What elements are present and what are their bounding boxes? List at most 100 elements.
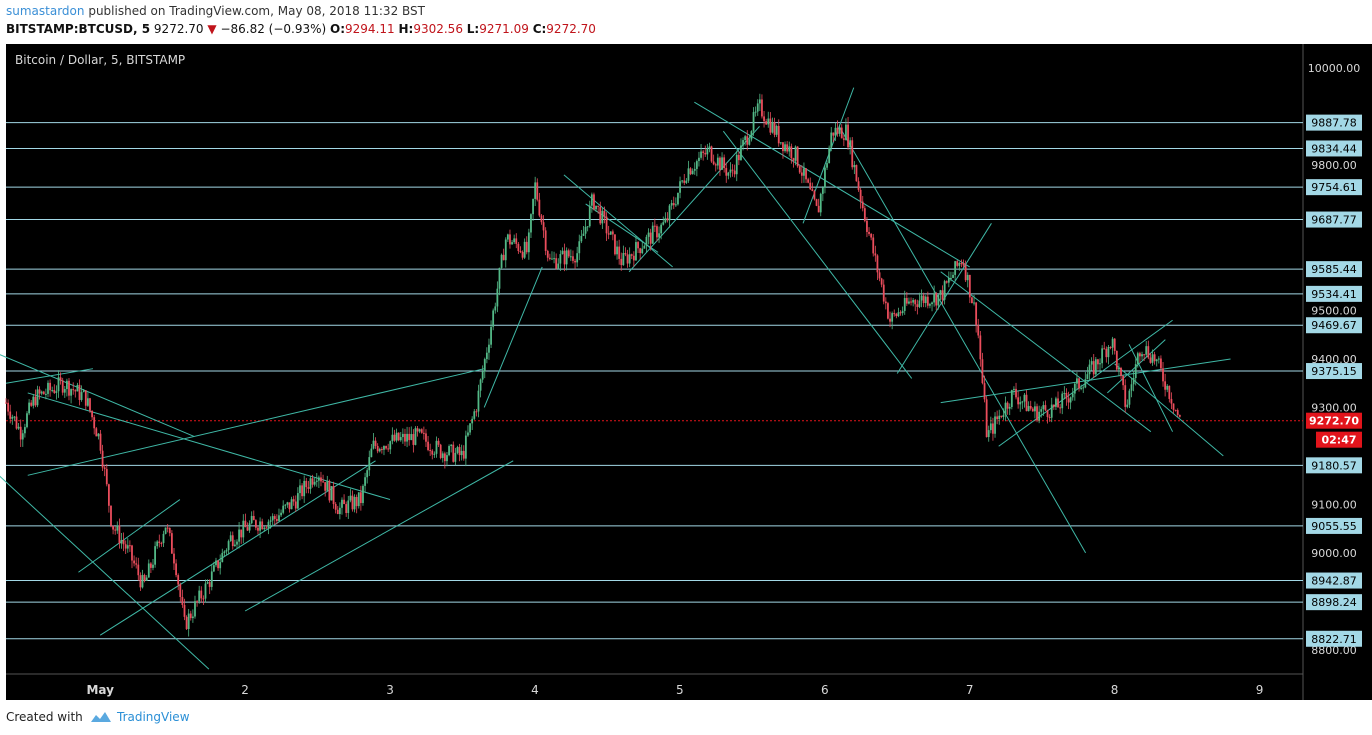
- candle-body: [798, 166, 801, 173]
- candle-body: [878, 272, 881, 279]
- author-link[interactable]: sumastardon: [6, 4, 85, 18]
- y-tick-label: 9000.00: [1311, 547, 1357, 560]
- trend-line[interactable]: [483, 266, 543, 408]
- candle-body: [133, 560, 135, 564]
- candle-body: [637, 242, 639, 249]
- trend-line[interactable]: [0, 354, 195, 437]
- candle-body: [786, 144, 789, 152]
- trend-line[interactable]: [1128, 344, 1174, 432]
- candle-body: [443, 453, 446, 462]
- price-chart[interactable]: 10000.00 9800.00 9500.00 9400.00 9300.00 9100…: [0, 44, 1372, 704]
- candle-body: [240, 529, 243, 538]
- candle-body: [160, 543, 163, 545]
- candle-body: [383, 446, 385, 450]
- candle-body: [416, 428, 419, 432]
- candle-body: [931, 302, 933, 305]
- candle-body: [901, 310, 904, 314]
- created-with-text: Created with: [6, 710, 83, 724]
- candle-body: [1061, 393, 1064, 409]
- candle-body: [973, 302, 975, 304]
- candle-body: [1025, 394, 1028, 412]
- candle-body: [601, 210, 604, 224]
- candle-body: [488, 344, 490, 353]
- trend-line[interactable]: [78, 499, 181, 573]
- trend-line[interactable]: [244, 460, 514, 612]
- candle-body: [1008, 407, 1011, 409]
- candle-body: [765, 121, 768, 125]
- candle-body: [11, 416, 14, 419]
- level-price-box: [1306, 261, 1362, 278]
- trend-line[interactable]: [722, 130, 913, 379]
- candle-body: [238, 529, 240, 542]
- level-price-label: 8898.24: [1311, 596, 1357, 609]
- candle-body: [51, 390, 54, 392]
- candle-body: [364, 477, 366, 486]
- trend-line[interactable]: [694, 101, 970, 268]
- candle-body: [519, 251, 522, 253]
- candle-body: [181, 597, 184, 605]
- candle-body: [328, 480, 331, 501]
- candle-body: [28, 402, 30, 414]
- candle-body: [704, 152, 707, 155]
- candle-body: [748, 139, 751, 145]
- trend-line[interactable]: [563, 174, 673, 268]
- candle-body: [250, 515, 253, 524]
- candle-body: [683, 180, 686, 183]
- candle-body: [1034, 406, 1036, 412]
- trend-line[interactable]: [1114, 363, 1224, 457]
- candle-body: [614, 234, 616, 255]
- candle-body: [597, 205, 600, 207]
- candle-body: [202, 598, 205, 600]
- low-label: L:: [466, 22, 480, 36]
- candle-body: [303, 480, 306, 497]
- candle-body: [777, 126, 780, 144]
- trend-line[interactable]: [940, 271, 1152, 433]
- candle-body: [1130, 384, 1133, 391]
- candle-body: [116, 525, 119, 531]
- candle-body: [561, 250, 564, 255]
- candle-body: [296, 493, 299, 509]
- candle-body: [212, 565, 215, 572]
- candle-body: [1103, 348, 1106, 350]
- candle-body: [742, 140, 744, 146]
- candle-body: [206, 582, 209, 584]
- level-price-label: 9534.41: [1311, 288, 1357, 301]
- candle-body: [93, 417, 96, 429]
- candle-body: [605, 216, 608, 234]
- candle-body: [1017, 397, 1020, 405]
- candle-body: [670, 203, 673, 206]
- candle-body: [580, 235, 583, 242]
- candle-body: [1145, 346, 1148, 355]
- candle-body: [926, 296, 929, 306]
- candle-body: [708, 146, 711, 149]
- candle-body: [836, 127, 839, 134]
- candle-body: [502, 254, 505, 261]
- candle-body: [832, 132, 835, 136]
- candle-body: [706, 148, 709, 155]
- candle-body: [590, 194, 593, 206]
- published-text: published on TradingView.com, May 08, 20…: [88, 4, 425, 18]
- candle-body: [387, 448, 390, 450]
- candle-body: [1166, 385, 1169, 390]
- trend-line[interactable]: [5, 368, 94, 384]
- candle-body: [481, 371, 484, 380]
- candle-body: [288, 502, 291, 510]
- trend-line[interactable]: [0, 475, 210, 670]
- trend-line[interactable]: [838, 126, 1087, 554]
- candle-body: [1097, 359, 1099, 365]
- candle-body: [82, 390, 85, 393]
- candle-body: [74, 390, 77, 392]
- candle-body: [32, 396, 35, 406]
- level-price-box: [1306, 572, 1362, 589]
- candle-body: [156, 541, 159, 547]
- candle-body: [223, 551, 226, 553]
- tradingview-brand[interactable]: TradingView: [117, 710, 190, 724]
- candle-body: [609, 231, 612, 235]
- candle-body: [695, 161, 698, 169]
- candle-body: [916, 304, 919, 307]
- candle-body: [282, 505, 285, 513]
- trend-line[interactable]: [27, 368, 485, 476]
- candle-body: [1136, 353, 1139, 365]
- candle-body: [563, 250, 566, 265]
- candle-body: [996, 416, 999, 420]
